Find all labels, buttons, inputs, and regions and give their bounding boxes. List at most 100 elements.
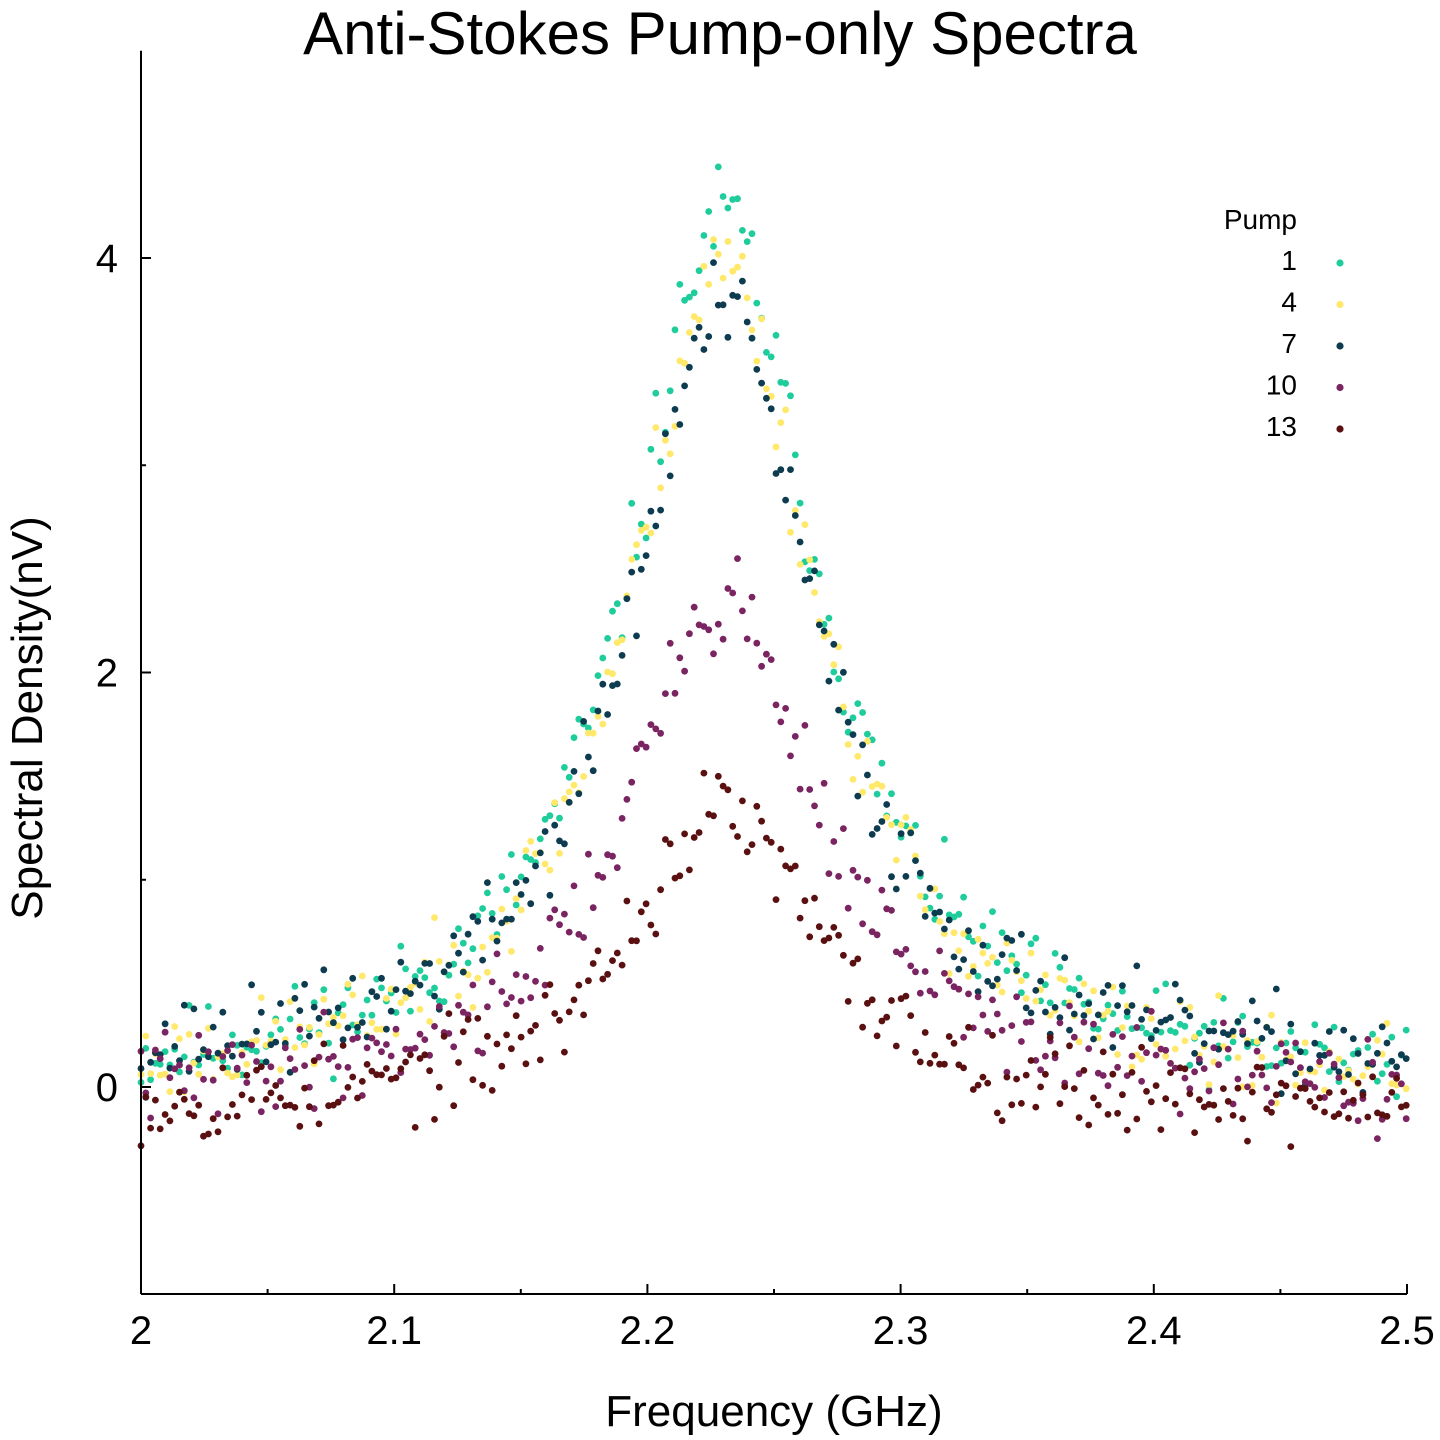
- data-point: [835, 675, 842, 683]
- data-point: [1224, 1054, 1232, 1062]
- data-point: [344, 1024, 352, 1032]
- data-point: [1119, 1091, 1126, 1099]
- data-point: [1046, 1034, 1054, 1041]
- data-point: [1349, 1075, 1357, 1083]
- data-point: [835, 931, 842, 939]
- data-point: [859, 741, 866, 749]
- data-point: [315, 1053, 323, 1061]
- data-point: [1263, 1024, 1271, 1031]
- data-point: [455, 992, 462, 1000]
- data-point: [498, 873, 506, 880]
- data-point: [291, 994, 299, 1002]
- data-point: [195, 1101, 203, 1109]
- data-point: [1263, 1084, 1271, 1092]
- data-point: [1186, 1090, 1194, 1098]
- x-tick-label: 2.4: [1126, 1309, 1182, 1353]
- data-point: [565, 928, 573, 936]
- data-point: [734, 293, 741, 300]
- data-point: [1119, 1033, 1126, 1040]
- data-point: [671, 406, 679, 413]
- data-point: [642, 743, 650, 751]
- data-point: [152, 1046, 159, 1054]
- data-point: [1027, 1057, 1035, 1064]
- data-point: [1094, 1025, 1102, 1033]
- data-point: [532, 977, 539, 985]
- data-point: [277, 1066, 284, 1074]
- data-point: [147, 1070, 155, 1077]
- data-point: [402, 994, 409, 1002]
- data-point: [705, 333, 713, 340]
- data-point: [407, 990, 414, 997]
- data-point: [1104, 1001, 1112, 1009]
- data-point: [864, 730, 871, 738]
- data-point: [830, 924, 838, 931]
- data-point: [984, 978, 992, 985]
- data-point: [902, 946, 910, 953]
- data-point: [859, 1023, 866, 1031]
- data-point: [339, 1001, 347, 1008]
- data-point: [291, 1104, 299, 1111]
- data-point: [1022, 971, 1030, 979]
- data-point: [758, 817, 765, 825]
- data-point: [589, 960, 597, 967]
- data-point: [926, 1059, 934, 1067]
- data-point: [330, 1019, 337, 1027]
- data-point: [1321, 1094, 1328, 1101]
- data-point: [1094, 1101, 1102, 1109]
- data-point: [820, 779, 828, 787]
- legend-label-4: 4: [1281, 287, 1297, 318]
- data-point: [960, 1064, 967, 1072]
- data-point: [743, 635, 751, 643]
- data-point: [561, 795, 568, 803]
- data-point: [1027, 949, 1035, 957]
- data-point: [469, 981, 477, 989]
- data-point: [772, 331, 780, 339]
- data-point: [512, 895, 520, 902]
- data-point: [849, 714, 857, 722]
- data-point: [1205, 1081, 1213, 1088]
- data-point: [536, 849, 544, 857]
- data-point: [642, 523, 650, 531]
- data-point: [248, 1041, 256, 1049]
- data-point: [662, 430, 669, 438]
- data-point: [907, 829, 915, 837]
- data-point: [358, 972, 366, 980]
- data-point: [974, 1081, 982, 1089]
- data-point: [657, 506, 664, 514]
- data-point: [835, 873, 842, 880]
- data-point: [1383, 1112, 1391, 1120]
- data-point: [739, 797, 746, 805]
- data-point: [1181, 1022, 1189, 1030]
- data-point: [912, 822, 919, 829]
- data-point: [1229, 1027, 1237, 1035]
- data-point: [301, 1084, 308, 1092]
- data-point: [527, 837, 535, 845]
- data-point: [700, 623, 708, 630]
- data-point: [402, 1058, 409, 1066]
- data-point: [787, 752, 794, 760]
- data-point: [734, 833, 741, 840]
- data-point: [407, 1007, 414, 1015]
- data-point: [820, 627, 828, 635]
- data-point: [1080, 1067, 1088, 1074]
- data-point: [1402, 1026, 1410, 1034]
- data-point: [1056, 1019, 1064, 1027]
- data-point: [147, 1114, 155, 1122]
- data-point: [599, 720, 607, 728]
- data-point: [647, 529, 655, 537]
- data-point: [936, 892, 943, 900]
- data-point: [791, 512, 799, 519]
- data-point: [330, 1075, 337, 1083]
- data-point: [787, 466, 794, 473]
- data-point: [628, 499, 636, 507]
- data-point: [224, 1064, 232, 1072]
- data-point: [1330, 1023, 1338, 1031]
- data-point: [969, 963, 977, 970]
- data-point: [897, 830, 905, 838]
- data-point: [585, 850, 592, 858]
- data-point: [998, 951, 1006, 958]
- data-point: [180, 1001, 188, 1009]
- data-point: [916, 989, 924, 997]
- data-point: [681, 296, 688, 304]
- data-point: [508, 948, 515, 955]
